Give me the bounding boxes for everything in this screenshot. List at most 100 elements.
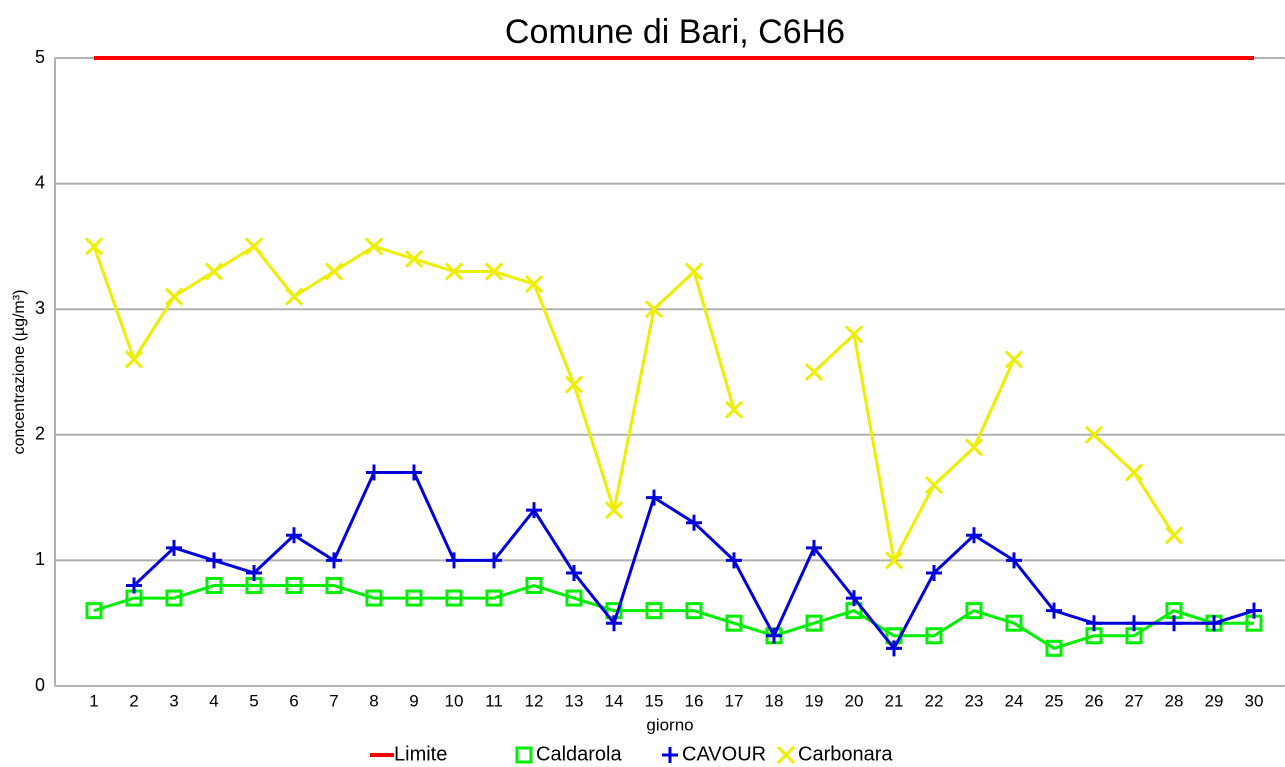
legend-label: CAVOUR [682, 743, 766, 765]
marker-cross [1084, 425, 1104, 444]
x-tick-label: 30 [1245, 691, 1264, 710]
marker-plus [566, 564, 582, 581]
x-tick-label: 16 [685, 691, 704, 710]
marker-cross [484, 262, 504, 281]
marker-plus [926, 564, 942, 581]
x-tick-label: 6 [289, 691, 298, 710]
x-tick-label: 7 [329, 691, 338, 710]
marker-plus [1206, 615, 1222, 632]
x-tick-label: 21 [885, 691, 904, 710]
x-tick-label: 15 [645, 691, 664, 710]
x-tick-label: 25 [1045, 691, 1064, 710]
x-tick-label: 24 [1005, 691, 1024, 710]
legend-label: Limite [394, 743, 447, 765]
marker-plus [486, 552, 502, 569]
marker-square [515, 746, 533, 764]
marker-square [285, 577, 303, 595]
x-tick-label: 12 [525, 691, 544, 710]
y-tick-label: 3 [35, 298, 45, 318]
marker-plus [446, 552, 462, 569]
x-tick-label: 14 [605, 691, 624, 710]
marker-cross [804, 362, 824, 382]
marker-square [525, 577, 543, 595]
chart-title: Comune di Bari, C6H6 [505, 13, 845, 51]
marker-cross [776, 745, 796, 765]
y-tick-label: 0 [35, 675, 45, 695]
x-tick-label: 4 [209, 691, 218, 710]
marker-plus [846, 590, 862, 607]
x-tick-label: 23 [965, 691, 984, 710]
x-tick-label: 18 [765, 691, 784, 710]
marker-square [165, 589, 183, 607]
marker-plus [1086, 615, 1102, 632]
marker-plus [646, 489, 662, 506]
x-tick-label: 1 [89, 691, 98, 710]
legend-item: CAVOUR [662, 743, 766, 765]
y-tick-label: 1 [35, 549, 45, 569]
marker-plus [1166, 615, 1182, 632]
y-tick-label: 4 [35, 172, 45, 192]
marker-square [565, 589, 583, 607]
marker-plus [1006, 552, 1022, 569]
marker-plus [246, 564, 262, 581]
marker-plus [766, 627, 782, 644]
marker-cross [124, 350, 144, 369]
marker-square [1005, 614, 1023, 632]
marker-plus [726, 552, 742, 569]
marker-plus [366, 464, 382, 481]
marker-cross [644, 300, 664, 319]
marker-plus [166, 539, 182, 556]
marker-square [925, 627, 943, 645]
y-tick-label: 2 [35, 424, 45, 444]
marker-plus [206, 552, 222, 569]
x-tick-label: 27 [1125, 691, 1144, 710]
x-tick-label: 11 [485, 691, 503, 710]
marker-cross [164, 287, 184, 306]
marker-square [405, 589, 423, 607]
legend-label: Carbonara [798, 743, 893, 765]
marker-plus [286, 527, 302, 544]
marker-plus [1246, 602, 1262, 619]
legend-item: Carbonara [776, 743, 893, 765]
marker-cross [604, 501, 624, 520]
marker-cross [244, 237, 264, 256]
marker-plus [886, 640, 902, 657]
marker-cross [884, 551, 904, 570]
x-tick-label: 29 [1205, 691, 1224, 710]
x-tick-label: 17 [725, 691, 744, 710]
marker-square [1045, 639, 1063, 657]
x-tick-label: 9 [409, 691, 418, 710]
marker-cross [84, 237, 104, 256]
marker-plus [662, 747, 678, 763]
x-tick-label: 10 [445, 691, 464, 710]
x-tick-label: 28 [1165, 691, 1184, 710]
x-tick-label: 13 [565, 691, 584, 710]
marker-cross [364, 237, 384, 256]
marker-plus [1126, 615, 1142, 632]
marker-cross [324, 262, 344, 281]
marker-square [445, 589, 463, 607]
x-axis-label: giorno [646, 715, 693, 734]
legend-item: Limite [370, 743, 447, 765]
marker-cross [404, 249, 424, 269]
marker-square [685, 602, 703, 620]
marker-plus [526, 502, 542, 519]
marker-cross [1004, 350, 1024, 369]
marker-plus [1046, 602, 1062, 619]
x-tick-label: 3 [169, 691, 178, 710]
marker-cross [1164, 526, 1184, 545]
marker-square [645, 602, 663, 620]
x-tick-label: 5 [249, 691, 258, 710]
marker-plus [406, 464, 422, 481]
marker-cross [844, 325, 864, 344]
y-tick-label: 5 [35, 47, 45, 67]
marker-plus [806, 539, 822, 556]
marker-cross [684, 262, 704, 281]
legend-item: Caldarola [515, 743, 622, 765]
marker-square [485, 589, 503, 607]
x-tick-label: 26 [1085, 691, 1104, 710]
marker-plus [966, 527, 982, 544]
